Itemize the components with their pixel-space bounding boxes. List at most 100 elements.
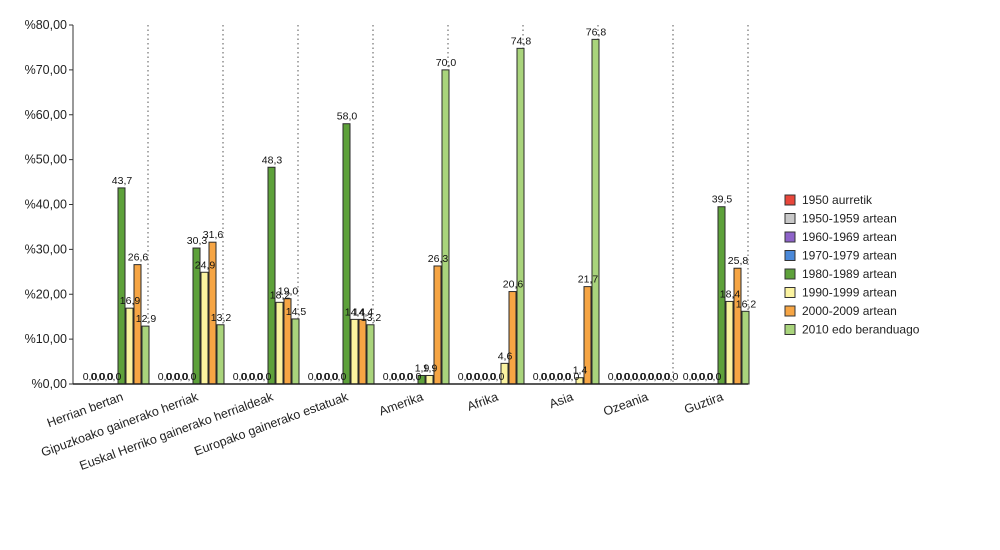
data-label: 21,7 — [578, 274, 599, 286]
data-label: 30,3 — [187, 235, 208, 247]
y-tick-label: %20,00 — [25, 287, 67, 301]
legend-swatch — [784, 250, 796, 261]
data-label: 14,5 — [286, 306, 307, 318]
x-tick-label: Guztira — [682, 390, 725, 417]
data-label: 0,0 — [332, 371, 347, 383]
legend-swatch — [784, 194, 796, 206]
data-label: 0,0 — [616, 371, 631, 383]
data-label: 0,0 — [158, 371, 173, 383]
data-label: 1,9 — [415, 362, 430, 374]
data-label: 0,0 — [608, 371, 623, 383]
legend-label: 1970-1979 artean — [802, 249, 897, 263]
data-labels: 0,0 0,0 0,0 0,0 0,0 0,0 0,0 0,0 0,00,0 0,0 0,0 0,0 0… — [83, 26, 757, 383]
x-tick-label: Ozeania — [601, 390, 650, 419]
legend-swatch — [784, 324, 796, 335]
data-label: 0,0 — [83, 371, 98, 383]
axes: %0,00 %10,00 %20,00 %30,00 %40,00 %50,00 %60,0… — [25, 18, 748, 473]
data-label: 0,0 — [656, 371, 671, 383]
data-label: 1,4 — [573, 365, 588, 377]
data-label: 0,0 — [466, 371, 481, 383]
bar — [425, 374, 434, 385]
legend-swatch — [784, 268, 796, 280]
data-label: 0,0 — [107, 371, 122, 383]
bar — [733, 267, 742, 385]
bar — [125, 307, 134, 385]
bar — [516, 47, 525, 385]
data-label: 0,0 — [632, 371, 647, 383]
data-label: 26,3 — [428, 253, 449, 265]
data-label: 31,6 — [203, 229, 224, 241]
y-tick-label: %50,00 — [25, 153, 67, 167]
bar — [141, 325, 150, 385]
data-label: 0,0 — [640, 371, 655, 383]
bar — [267, 166, 276, 385]
data-label: 19,0 — [278, 286, 299, 298]
data-label: 1,9 — [423, 362, 438, 374]
legend-label: 2000-2009 artean — [802, 304, 897, 318]
data-label: 20,6 — [503, 279, 524, 291]
bar — [441, 69, 450, 385]
data-label: 76,8 — [586, 26, 607, 38]
data-label: 0,0 — [383, 371, 398, 383]
bar — [291, 318, 300, 385]
data-label: 74,8 — [511, 35, 532, 47]
data-label: 0,0 — [91, 371, 106, 383]
bar — [350, 318, 359, 385]
data-label: 0,0 — [249, 371, 264, 383]
data-label: 0,0 — [490, 371, 505, 383]
bar — [591, 38, 600, 385]
data-label: 0,0 — [316, 371, 331, 383]
data-label: 0,0 — [664, 371, 679, 383]
data-label: 0,0 — [99, 371, 114, 383]
bar — [508, 291, 517, 385]
legend-label: 1950 aurretik — [802, 193, 873, 207]
data-label: 0,0 — [549, 371, 564, 383]
data-label: 0,0 — [399, 371, 414, 383]
data-label: 18,2 — [270, 289, 291, 301]
data-label: 25,8 — [728, 255, 749, 267]
data-label: 0,0 — [648, 371, 663, 383]
bar — [275, 301, 284, 385]
x-tick-label: Asia — [547, 390, 575, 411]
bar — [117, 187, 126, 385]
bar — [366, 324, 375, 385]
y-tick-label: %10,00 — [25, 332, 67, 346]
data-label: 0,0 — [541, 371, 556, 383]
data-label: 43,7 — [112, 175, 133, 187]
data-label: 13,2 — [361, 312, 382, 324]
data-label: 24,9 — [195, 259, 216, 271]
data-label: 0,0 — [166, 371, 181, 383]
legend: 1950 aurretik 1950-1959 artean 1960-1969 a… — [784, 193, 920, 337]
y-tick-label: %30,00 — [25, 242, 67, 256]
data-label: 0,0 — [683, 371, 698, 383]
bars — [117, 38, 750, 385]
data-label: 0,0 — [691, 371, 706, 383]
data-label: 0,0 — [324, 371, 339, 383]
data-label: 0,0 — [407, 371, 422, 383]
data-label: 0,0 — [557, 371, 572, 383]
bar — [342, 123, 351, 385]
bar — [741, 310, 750, 385]
y-tick-label: %70,00 — [25, 63, 67, 77]
data-label: 0,0 — [533, 371, 548, 383]
data-label: 0,0 — [233, 371, 248, 383]
data-label: 0,0 — [308, 371, 323, 383]
legend-label: 1980-1989 artean — [802, 267, 897, 281]
data-label: 0,0 — [565, 371, 580, 383]
data-label: 0,0 — [182, 371, 197, 383]
data-label: 4,6 — [498, 350, 513, 362]
bar — [725, 300, 734, 385]
legend-label: 1960-1969 artean — [802, 230, 897, 244]
legend-swatch — [784, 231, 796, 243]
data-label: 0,0 — [174, 371, 189, 383]
legend-label: 2010 edo beranduago — [802, 323, 920, 337]
data-label: 14,4 — [353, 306, 374, 318]
bar — [216, 324, 225, 385]
y-tick-label: %0,00 — [32, 377, 67, 391]
data-label: 0,0 — [257, 371, 272, 383]
data-label: 58,0 — [337, 111, 358, 123]
bar — [200, 271, 209, 385]
y-tick-label: %80,00 — [25, 18, 67, 32]
legend-swatch — [784, 287, 796, 298]
data-label: 48,3 — [262, 154, 283, 166]
